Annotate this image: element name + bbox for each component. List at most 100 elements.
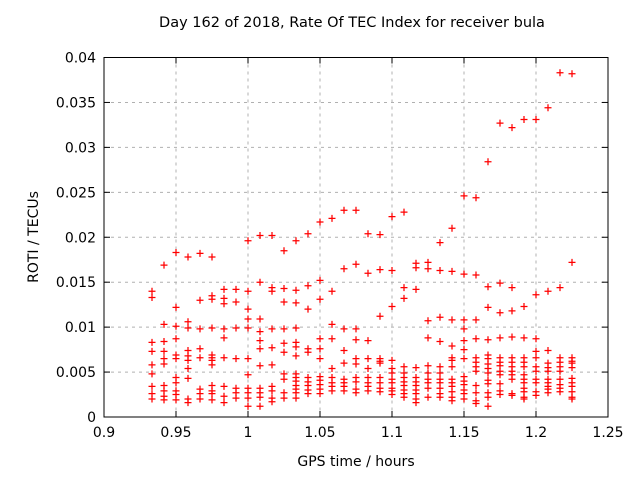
x-tick-label: 1.1 [381,425,403,441]
data-point-marker [364,365,372,372]
data-point-marker [388,267,396,274]
data-point-marker [508,284,516,292]
x-tick-label: 1 [244,425,253,441]
data-point-marker [256,362,264,370]
data-point-marker [160,338,168,345]
data-point-marker [244,394,252,402]
data-point-marker [460,395,468,403]
data-point-marker [472,389,480,397]
data-point-marker [448,397,456,405]
data-point-marker [172,355,180,363]
data-point-marker [364,269,372,277]
tick-labels: 0.9 0.95 1 1.05 1.1 1.15 1.2 1.25 0 0.005 0.01 0.01… [56,51,624,442]
data-point-marker [232,324,240,332]
data-point-marker [544,287,552,295]
data-point-marker [316,355,324,363]
data-point-marker [148,361,156,369]
data-point-marker [460,192,468,200]
y-tick-label: 0.04 [65,51,96,67]
data-point-marker [448,224,456,232]
data-point-marker [544,347,552,354]
data-point-marker [184,324,192,332]
data-points [148,69,576,410]
data-point-marker [292,286,300,294]
x-tick-label: 1.15 [448,425,479,441]
data-point-marker [208,253,216,261]
data-point-marker [280,339,288,347]
data-point-marker [316,345,324,353]
data-point-marker [196,325,204,333]
data-point-marker [508,375,516,383]
data-point-marker [436,267,444,274]
data-point-marker [172,322,180,330]
data-point-marker [496,279,504,287]
y-tick-label: 0.025 [56,185,96,201]
data-point-marker [448,316,456,324]
data-point-marker [400,393,408,401]
data-point-marker [448,267,456,275]
data-point-marker [292,394,300,402]
data-point-marker [280,348,288,356]
data-point-marker [556,388,564,396]
data-point-marker [460,270,468,278]
data-point-marker [196,296,204,304]
data-point-marker [364,230,372,238]
data-point-marker [280,394,288,402]
data-point-marker [172,249,180,256]
data-point-marker [244,315,252,323]
data-point-marker [376,359,384,367]
data-point-marker [268,398,276,406]
data-point-marker [532,291,540,299]
data-point-marker [544,389,552,397]
data-point-marker [532,354,540,362]
data-point-marker [220,392,228,400]
data-point-marker [460,346,468,354]
data-point-marker [220,354,228,362]
data-point-marker [520,303,528,310]
data-point-marker [436,363,444,371]
data-point-marker [148,395,156,403]
data-point-marker [340,206,348,214]
y-tick-label: 0.03 [65,140,96,156]
data-point-marker [412,364,420,372]
data-point-marker [544,104,552,112]
data-point-marker [280,375,288,383]
data-point-marker [352,389,360,397]
y-axis-label: ROTI / TECUs [26,191,42,283]
data-point-marker [520,116,528,123]
data-point-marker [316,218,324,226]
data-point-marker [268,361,276,369]
data-point-marker [424,362,432,370]
data-point-marker [304,390,312,398]
data-point-marker [484,380,492,388]
data-point-marker [388,356,396,364]
data-point-marker [364,355,372,363]
data-point-marker [160,320,168,328]
data-point-marker [280,285,288,292]
data-point-marker [472,316,480,324]
data-point-marker [184,318,192,326]
data-point-marker [316,390,324,398]
data-point-marker [400,294,408,302]
data-point-marker [436,313,444,321]
data-point-marker [172,303,180,311]
data-point-marker [532,335,540,343]
data-point-marker [220,382,228,390]
data-point-marker [568,70,576,78]
data-point-marker [460,355,468,363]
data-point-marker [232,298,240,306]
data-point-marker [352,325,360,333]
data-point-marker [184,365,192,372]
data-point-marker [340,265,348,273]
data-point-marker [292,343,300,351]
data-point-marker [208,396,216,404]
data-point-marker [208,390,216,398]
data-point-marker [244,355,252,363]
data-point-marker [292,299,300,307]
data-point-marker [304,230,312,238]
data-point-marker [304,305,312,313]
data-point-marker [232,285,240,293]
data-point-marker [472,194,480,202]
data-point-marker [376,312,384,320]
data-point-marker [148,338,156,346]
